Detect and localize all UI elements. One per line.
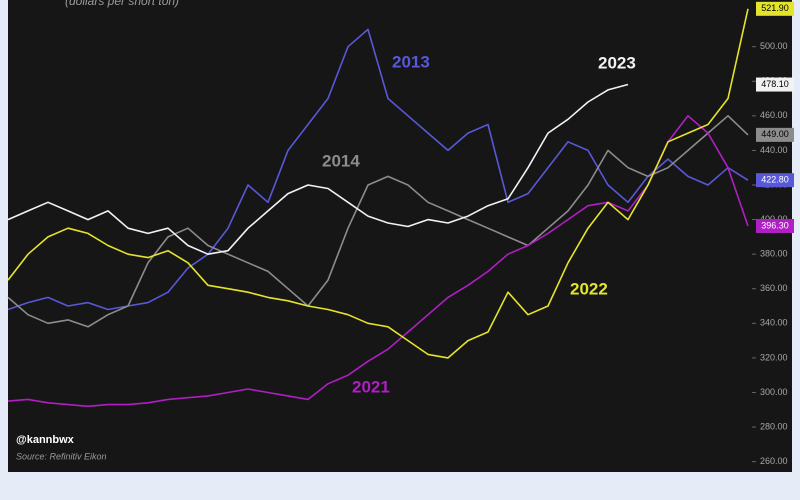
y-tick-label: 460.00 — [760, 110, 788, 120]
series-label: 2022 — [570, 279, 608, 298]
series-label: 2013 — [392, 52, 430, 71]
y-tick-label: 500.00 — [760, 41, 788, 51]
series-label: 2014 — [322, 151, 360, 170]
series-line — [7, 115, 749, 408]
y-tick-label: 400.00 — [760, 214, 788, 224]
handle: @kannbwx — [16, 434, 75, 446]
end-label: 449.00 — [761, 129, 789, 139]
y-tick-label: 360.00 — [760, 283, 788, 293]
y-tick-label: 380.00 — [760, 249, 788, 259]
end-label: 422.80 — [761, 175, 789, 185]
series-line — [7, 115, 749, 328]
end-label-box — [756, 1, 794, 16]
y-tick-label: 320.00 — [760, 352, 788, 362]
plot-background — [8, 0, 792, 472]
y-tick-label: 300.00 — [760, 387, 788, 397]
y-tick-label: 440.00 — [760, 145, 788, 155]
end-label-box — [756, 127, 794, 142]
source: Source: Refinitiv Eikon — [16, 451, 107, 461]
series-label: 2021 — [352, 377, 390, 396]
y-tick-label: 280.00 — [760, 421, 788, 431]
end-label-box — [756, 77, 794, 92]
end-label: 478.10 — [761, 79, 789, 89]
series-line — [7, 28, 749, 311]
end-label: 396.30 — [761, 220, 789, 230]
y-tick-label: 260.00 — [760, 456, 788, 466]
end-label-box — [756, 173, 794, 188]
series-label: 2023 — [598, 53, 636, 72]
end-label-box — [756, 218, 794, 233]
y-tick-label: 340.00 — [760, 318, 788, 328]
series-line — [7, 83, 629, 255]
series-line — [7, 8, 749, 359]
end-label: 521.90 — [761, 3, 789, 13]
subtitle: (dollars per short ton) — [65, 0, 179, 8]
